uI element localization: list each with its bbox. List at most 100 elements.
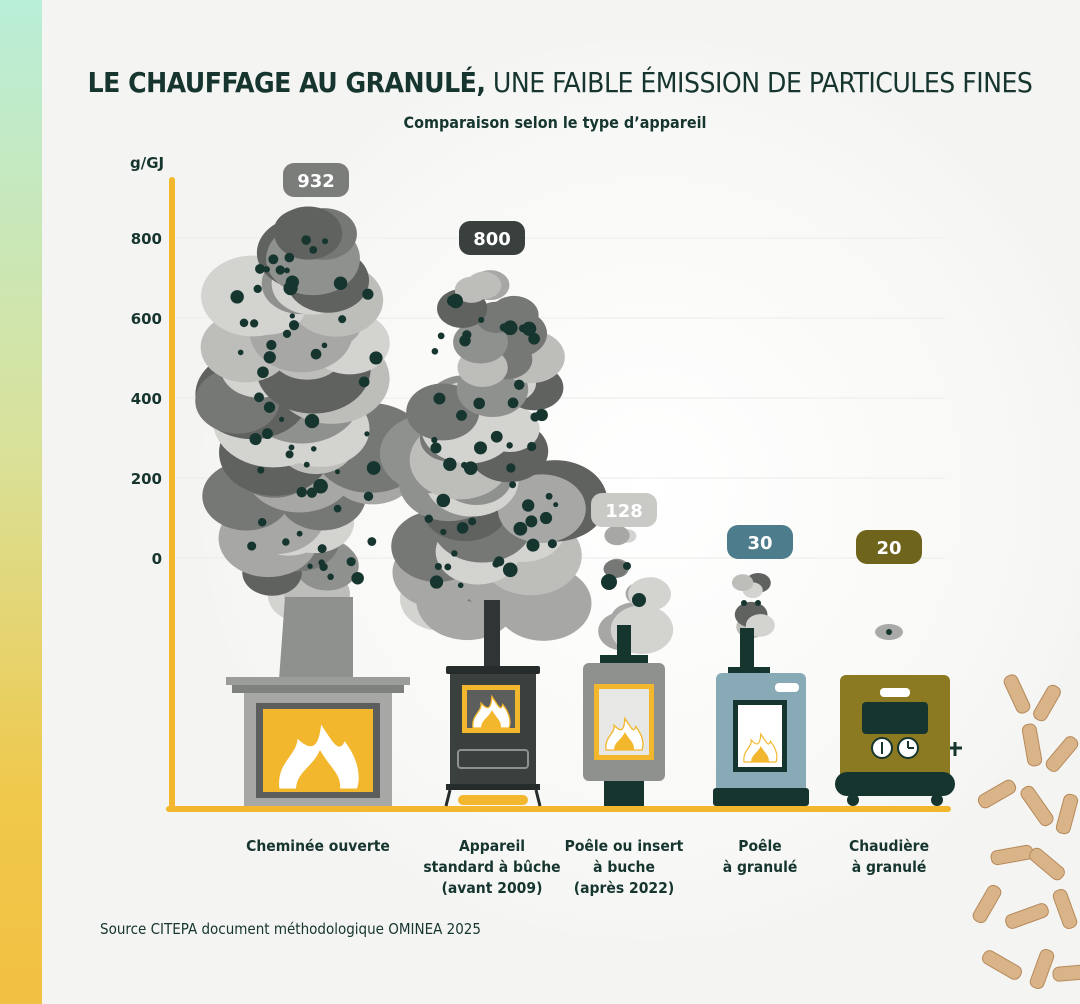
particle-dot (250, 319, 259, 328)
particle-dot (530, 412, 540, 422)
particle-dot (741, 600, 747, 606)
flame-core (751, 746, 769, 762)
smoke-cloud (274, 206, 343, 260)
particle-dot (253, 284, 262, 294)
category-label-line: à buche (593, 858, 655, 876)
value-label: 20 (876, 538, 901, 559)
particle-dot (886, 629, 892, 635)
particle-dot (284, 252, 295, 263)
particle-dot (346, 557, 356, 567)
particle-dot (239, 318, 249, 328)
particle-dot (502, 320, 518, 336)
particle-dot (431, 347, 439, 355)
particle-dot (433, 392, 446, 405)
particle-dot (506, 463, 516, 473)
log-store (458, 795, 528, 805)
particle-dot (461, 461, 468, 469)
particle-dot (478, 316, 485, 323)
particle-dot (507, 397, 519, 409)
category-label-line: standard à bûche (423, 858, 561, 876)
particle-dot (459, 334, 471, 347)
boiler-lid (880, 688, 910, 697)
particle-dot (266, 339, 277, 351)
value-label: 932 (297, 171, 335, 192)
particle-dot (369, 351, 383, 365)
smoke-plume (598, 525, 674, 655)
category-label: Poêle ou insert à buche (après 2022) (544, 836, 704, 899)
stovepipe (740, 628, 754, 673)
particle-dot (249, 432, 262, 446)
chimney (279, 597, 353, 680)
category-label-line: Appareil (458, 837, 526, 855)
value-badge-bg (459, 221, 525, 255)
pellet-boiler-icon (835, 675, 962, 806)
boiler-connector (950, 742, 962, 756)
ash-drawer (457, 749, 529, 769)
value-label: 30 (747, 533, 772, 554)
mantel-top (226, 677, 410, 685)
particle-dot (521, 499, 535, 512)
category-label-line: Cheminée ouverte (246, 837, 390, 855)
stove-base (446, 784, 540, 790)
particle-dot (289, 313, 295, 319)
left-gradient-band (0, 0, 42, 1004)
value-label: 800 (473, 229, 511, 250)
particle-dot (275, 265, 285, 275)
stove-base (713, 788, 809, 806)
particle-dot (254, 392, 264, 403)
boiler-base (835, 772, 955, 796)
smoke-cloud (731, 574, 754, 591)
value-badge: 800 (459, 221, 525, 255)
category-label: Cheminée ouverte (238, 836, 398, 857)
particle-dot (262, 428, 273, 440)
stove-pedestal (604, 781, 644, 806)
particle-dot (263, 351, 276, 364)
particle-dot (351, 571, 364, 585)
particle-dot (448, 293, 463, 309)
source-note: Source CITEPA document méthodologique OM… (100, 920, 481, 938)
particle-dot (437, 332, 445, 340)
value-badge: 932 (283, 163, 349, 197)
y-tick-label: 200 (131, 470, 162, 488)
y-tick-label: 400 (131, 390, 162, 408)
particle-dot (502, 562, 518, 578)
category-label: Poêle à granulé (680, 836, 840, 878)
particle-dot (430, 442, 442, 454)
particle-dot (623, 562, 631, 570)
particle-dot (514, 379, 525, 390)
particle-dot (237, 349, 244, 356)
particle-dot (528, 332, 540, 345)
particle-dot (457, 582, 464, 589)
particle-dot (257, 466, 265, 474)
value-badge: 30 (727, 525, 793, 559)
particle-dot (367, 537, 377, 546)
category-label-line: (avant 2009) (441, 879, 543, 897)
particle-dot (303, 461, 310, 468)
category-label-line: à granulé (722, 858, 798, 876)
value-badge-bg (856, 530, 922, 564)
value-badge-bg (727, 525, 793, 559)
smoke-plume (195, 206, 428, 623)
particle-dot (282, 538, 290, 546)
stovepipe (484, 600, 500, 670)
smoke-cloud (604, 525, 630, 546)
boiler-wheel (847, 794, 859, 806)
flame-core (296, 750, 341, 790)
particle-dot (632, 593, 646, 607)
particle-dot (545, 492, 553, 500)
particle-dot (288, 320, 300, 331)
particle-dot (456, 409, 467, 421)
gauge-needles (881, 741, 914, 754)
particle-dot (436, 493, 451, 508)
particle-dot (255, 263, 265, 274)
stove-top (446, 666, 540, 674)
particle-dot (755, 600, 761, 606)
y-tick-label: 0 (152, 550, 162, 568)
particle-dot (521, 321, 537, 336)
particle-dot (513, 521, 528, 536)
particle-dot (456, 522, 469, 534)
particle-dot (539, 511, 553, 525)
particle-dot (494, 556, 505, 567)
particle-dot (364, 431, 370, 437)
